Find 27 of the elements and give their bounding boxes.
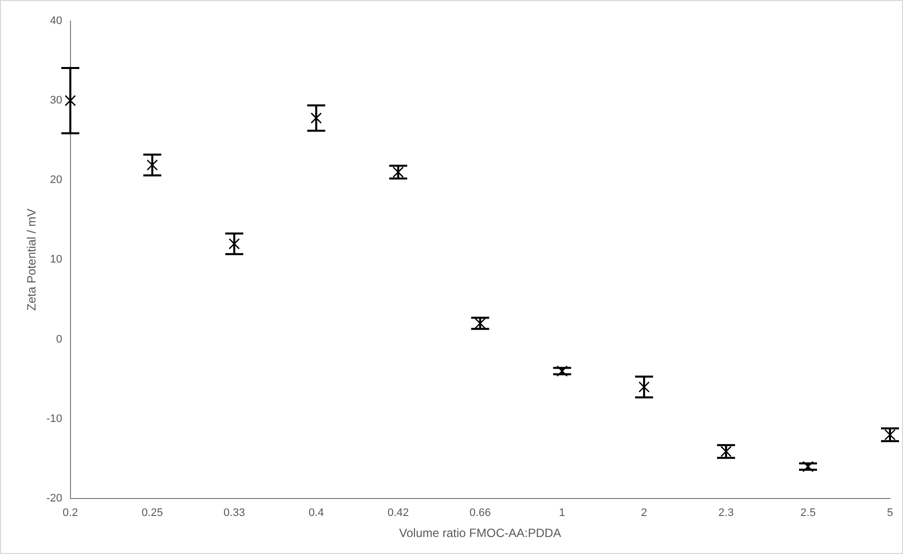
y-axis-title: Zeta Potential / mV bbox=[24, 208, 39, 311]
y-tick-label: 0 bbox=[56, 333, 62, 346]
point bbox=[146, 159, 158, 171]
y-tick-label: 20 bbox=[50, 174, 62, 186]
x-tick-label: 0.66 bbox=[469, 507, 491, 520]
y-tick-label: 40 bbox=[50, 15, 62, 28]
x-axis-title: Volume ratio FMOC-AA:PDDA bbox=[399, 526, 562, 540]
x-tick-label: 0.42 bbox=[387, 507, 409, 520]
point bbox=[64, 94, 76, 106]
y-tick-label: 30 bbox=[50, 94, 62, 107]
point bbox=[228, 238, 240, 250]
y-tick-label: -20 bbox=[46, 492, 62, 504]
x-tick-label: 0.33 bbox=[224, 507, 245, 520]
point bbox=[556, 365, 568, 377]
y-tick-label: -10 bbox=[46, 412, 62, 425]
x-tick-label: 2.5 bbox=[800, 507, 816, 520]
x-tick-label: 2 bbox=[641, 507, 648, 520]
x-tick-label: 0.25 bbox=[142, 507, 163, 520]
point bbox=[638, 381, 650, 393]
x-tick-label: 0.4 bbox=[308, 507, 324, 520]
y-tick-label: 10 bbox=[50, 254, 62, 266]
x-tick-label: 5 bbox=[886, 507, 894, 520]
x-tick-label: 2.3 bbox=[718, 507, 734, 520]
x-tick-label: 0.2 bbox=[62, 507, 78, 520]
point bbox=[310, 112, 322, 124]
x-tick-label: 1 bbox=[559, 507, 566, 520]
point bbox=[802, 460, 814, 472]
